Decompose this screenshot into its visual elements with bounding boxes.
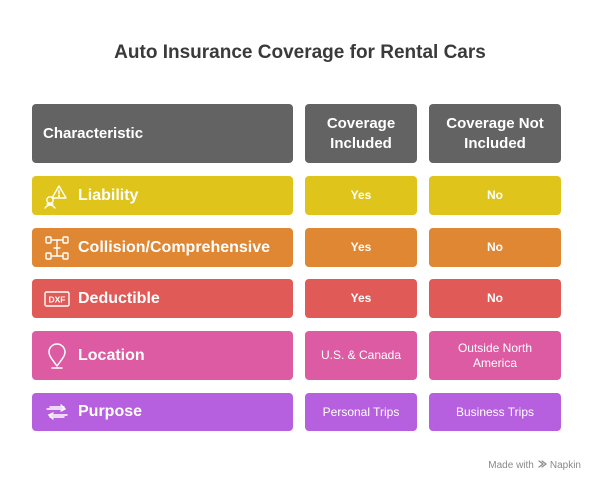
cell-liability-included: Yes: [305, 176, 417, 215]
cell-purpose-included: Personal Trips: [305, 393, 417, 431]
footer-brand-label: Napkin: [549, 460, 581, 471]
header-coverage-included: Coverage Included: [305, 104, 417, 163]
row-label-liability: Liability: [78, 186, 139, 204]
diagram-title: Auto Insurance Coverage for Rental Cars: [114, 42, 486, 63]
value-collision-not-included: No: [487, 240, 503, 254]
svg-text:DXF: DXF: [49, 294, 66, 304]
value-purpose-included: Personal Trips: [322, 404, 400, 419]
value-deductible-included: Yes: [350, 291, 372, 305]
row-liability: Liability: [32, 176, 293, 215]
value-liability-included: Yes: [350, 188, 372, 202]
header-coverage-not-included-label: Coverage Not Included: [446, 114, 544, 152]
cell-location-not-included: Outside North America: [429, 331, 561, 380]
value-liability-not-included: No: [487, 188, 503, 202]
header-coverage-not-included: Coverage Not Included: [429, 104, 561, 163]
header-coverage-included-label: Coverage Included: [326, 114, 396, 152]
row-label-deductible: Deductible: [78, 289, 160, 307]
row-location: Location: [32, 331, 293, 380]
cell-collision-included: Yes: [305, 228, 417, 267]
cell-deductible-included: Yes: [305, 279, 417, 318]
value-location-not-included: Outside North America: [457, 340, 533, 370]
footer-made-with-label: Made with: [488, 460, 534, 471]
cell-purpose-not-included: Business Trips: [429, 393, 561, 431]
location-pin-icon: [42, 341, 72, 371]
dxf-file-icon: DXF: [42, 284, 72, 314]
liability-icon: [42, 181, 72, 211]
row-collision-comprehensive: Collision/Comprehensive: [32, 228, 293, 267]
value-collision-included: Yes: [350, 240, 372, 254]
cell-deductible-not-included: No: [429, 279, 561, 318]
row-purpose: Purpose: [32, 393, 293, 431]
row-label-purpose: Purpose: [78, 403, 143, 420]
cell-liability-not-included: No: [429, 176, 561, 215]
row-label-location: Location: [78, 346, 145, 364]
made-with-napkin-footer: Made with Napkin: [488, 459, 581, 472]
napkin-logo-icon: [538, 459, 547, 472]
row-deductible: DXF Deductible: [32, 279, 293, 318]
value-location-included: U.S. & Canada: [320, 348, 402, 362]
header-characteristic: Characteristic: [32, 104, 293, 163]
header-characteristic-label: Characteristic: [43, 124, 144, 142]
cell-location-included: U.S. & Canada: [305, 331, 417, 380]
row-label-collision-comprehensive: Collision/Comprehensive: [78, 238, 271, 256]
value-purpose-not-included: Business Trips: [455, 404, 535, 419]
cell-collision-not-included: No: [429, 228, 561, 267]
car-parts-icon: [42, 233, 72, 263]
value-deductible-not-included: No: [487, 291, 503, 305]
exchange-arrows-icon: [42, 397, 72, 427]
